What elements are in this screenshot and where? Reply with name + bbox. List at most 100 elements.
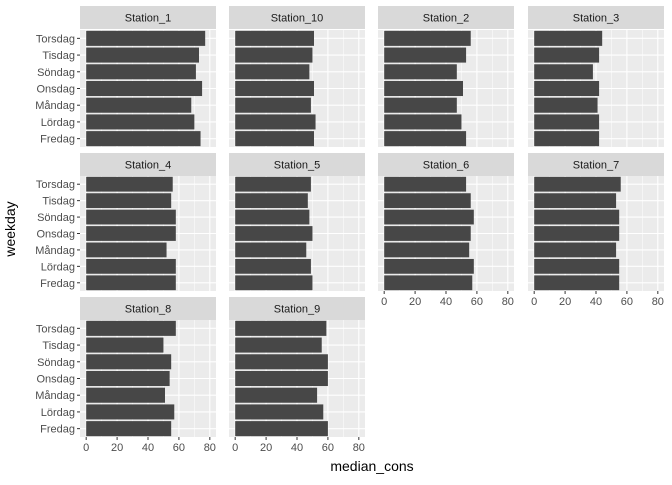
x-tick-label: 80 xyxy=(502,296,514,308)
bar xyxy=(86,275,176,291)
bar xyxy=(86,47,199,63)
facet-title: Station_10 xyxy=(271,13,324,25)
facet-strip xyxy=(229,153,365,176)
bar xyxy=(384,258,474,274)
bar xyxy=(86,209,176,225)
y-tick-label: Söndag xyxy=(37,212,75,224)
bar xyxy=(235,226,313,241)
y-tick-label: Onsdag xyxy=(36,84,75,96)
bar xyxy=(235,337,322,353)
bar xyxy=(86,337,164,353)
bar xyxy=(534,80,600,97)
bar xyxy=(384,275,473,291)
x-tick-label: 20 xyxy=(111,442,123,454)
bar xyxy=(235,47,313,63)
x-tick-label: 0 xyxy=(232,442,238,454)
x-tick-label: 0 xyxy=(83,442,89,454)
y-tick-label: Onsdag xyxy=(36,374,75,386)
facet-strip xyxy=(229,6,365,29)
y-tick-label: Lördag xyxy=(41,117,75,129)
facet-strip xyxy=(528,6,664,29)
bar xyxy=(384,47,467,63)
facet-panel: Station_5 xyxy=(229,153,365,291)
y-tick-label: Måndag xyxy=(35,245,75,257)
y-tick-label: Fredag xyxy=(40,424,75,436)
y-tick-label: Onsdag xyxy=(36,229,75,241)
bar xyxy=(235,242,307,258)
bar xyxy=(86,370,170,387)
x-axis-title: median_cons xyxy=(330,458,413,474)
bar xyxy=(384,209,474,225)
facet-strip xyxy=(80,6,216,29)
bar xyxy=(534,258,620,274)
y-tick-label: Måndag xyxy=(35,100,75,112)
bar xyxy=(384,242,470,258)
x-tick-label: 60 xyxy=(621,296,633,308)
bar xyxy=(235,30,314,46)
bar xyxy=(235,80,314,97)
x-tick-label: 80 xyxy=(652,296,664,308)
y-tick-label: Tisdag xyxy=(42,340,75,352)
facet-title: Station_3 xyxy=(573,13,619,25)
bar xyxy=(235,64,310,80)
x-tick-label: 20 xyxy=(409,296,421,308)
bar xyxy=(235,421,328,437)
facet-strip xyxy=(80,297,216,320)
x-tick-label: 0 xyxy=(531,296,537,308)
bar xyxy=(235,258,311,274)
facet-panel: Station_6 0 20 40 60 80 xyxy=(378,153,514,308)
x-tick-label: 40 xyxy=(291,442,303,454)
bar xyxy=(235,320,327,336)
facet-panel: Station_2 xyxy=(378,6,514,147)
facet-strip xyxy=(528,153,664,176)
y-tick-label: Torsdag xyxy=(36,323,75,335)
bar xyxy=(384,30,471,46)
bar xyxy=(534,226,620,241)
bar xyxy=(534,209,620,225)
bar xyxy=(534,64,593,80)
bar xyxy=(86,226,176,241)
facet-panel: Station_4 Torsdag Tisdag Söndag Onsdag Måndag… xyxy=(35,153,216,291)
facet-title: Station_6 xyxy=(423,160,469,172)
bar xyxy=(86,131,201,147)
bar xyxy=(235,209,310,225)
x-tick-label: 60 xyxy=(322,442,334,454)
bar xyxy=(235,114,316,130)
x-tick-label: 40 xyxy=(440,296,452,308)
facet-strip xyxy=(229,297,365,320)
x-tick-label: 20 xyxy=(260,442,272,454)
y-tick-label: Tisdag xyxy=(42,196,75,208)
facet-strip xyxy=(80,153,216,176)
y-tick-label: Måndag xyxy=(35,390,75,402)
x-tick-label: 80 xyxy=(204,442,216,454)
facet-title: Station_4 xyxy=(125,160,171,172)
bar xyxy=(534,97,598,113)
bar xyxy=(235,275,313,291)
bar xyxy=(235,387,318,403)
x-tick-label: 40 xyxy=(590,296,602,308)
bar xyxy=(384,114,462,130)
y-tick-label: Lördag xyxy=(41,261,75,273)
facet-panel: Station_7 0 20 40 60 80 xyxy=(528,153,664,308)
bar xyxy=(86,404,175,420)
bar xyxy=(534,47,600,63)
x-tick-label: 60 xyxy=(471,296,483,308)
bar xyxy=(235,97,311,113)
facet-title: Station_5 xyxy=(274,160,320,172)
facet-strip xyxy=(378,6,514,29)
bar xyxy=(384,80,463,97)
facet-panel: Station_8 Torsdag Tisdag Söndag Onsdag Måndag… xyxy=(35,297,216,454)
bar xyxy=(384,97,457,113)
facet-title: Station_9 xyxy=(274,304,320,316)
x-tick-label: 20 xyxy=(559,296,571,308)
facet-panel: Station_10 xyxy=(229,6,365,147)
bar xyxy=(86,30,206,46)
facet-panel: Station_9 0 20 40 60 80 xyxy=(229,297,365,454)
x-tick-label: 80 xyxy=(353,442,365,454)
bar xyxy=(534,275,620,291)
bar xyxy=(384,131,467,147)
bar xyxy=(384,176,467,192)
y-tick-label: Tisdag xyxy=(42,50,75,62)
bar xyxy=(86,80,203,97)
y-tick-label: Torsdag xyxy=(36,179,75,191)
